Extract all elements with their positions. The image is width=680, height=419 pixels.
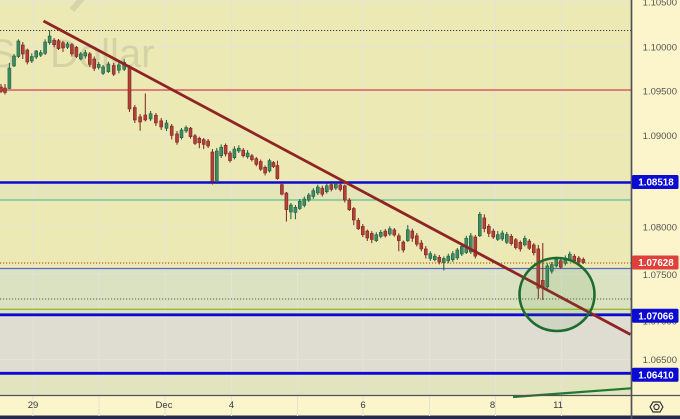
svg-text:1.10500: 1.10500 — [643, 0, 677, 8]
svg-text:1.07066: 1.07066 — [638, 311, 674, 322]
svg-text:1.06410: 1.06410 — [638, 370, 674, 381]
svg-text:Dec: Dec — [156, 400, 173, 411]
svg-text:1.06500: 1.06500 — [643, 355, 677, 366]
svg-text:1.09500: 1.09500 — [643, 86, 677, 97]
svg-text:1.08000: 1.08000 — [643, 222, 677, 233]
svg-text:1.07500: 1.07500 — [643, 270, 677, 281]
svg-text:S: S — [0, 32, 16, 76]
svg-text:1.07628: 1.07628 — [638, 258, 674, 269]
svg-text:4: 4 — [229, 400, 234, 411]
svg-text:29: 29 — [28, 400, 39, 411]
svg-text:8: 8 — [490, 400, 495, 411]
svg-text:1.10000: 1.10000 — [643, 42, 677, 53]
svg-text:1.09000: 1.09000 — [643, 131, 677, 142]
svg-text:11: 11 — [553, 400, 563, 411]
svg-text:6: 6 — [360, 400, 365, 411]
svg-text:1.08518: 1.08518 — [638, 178, 674, 189]
